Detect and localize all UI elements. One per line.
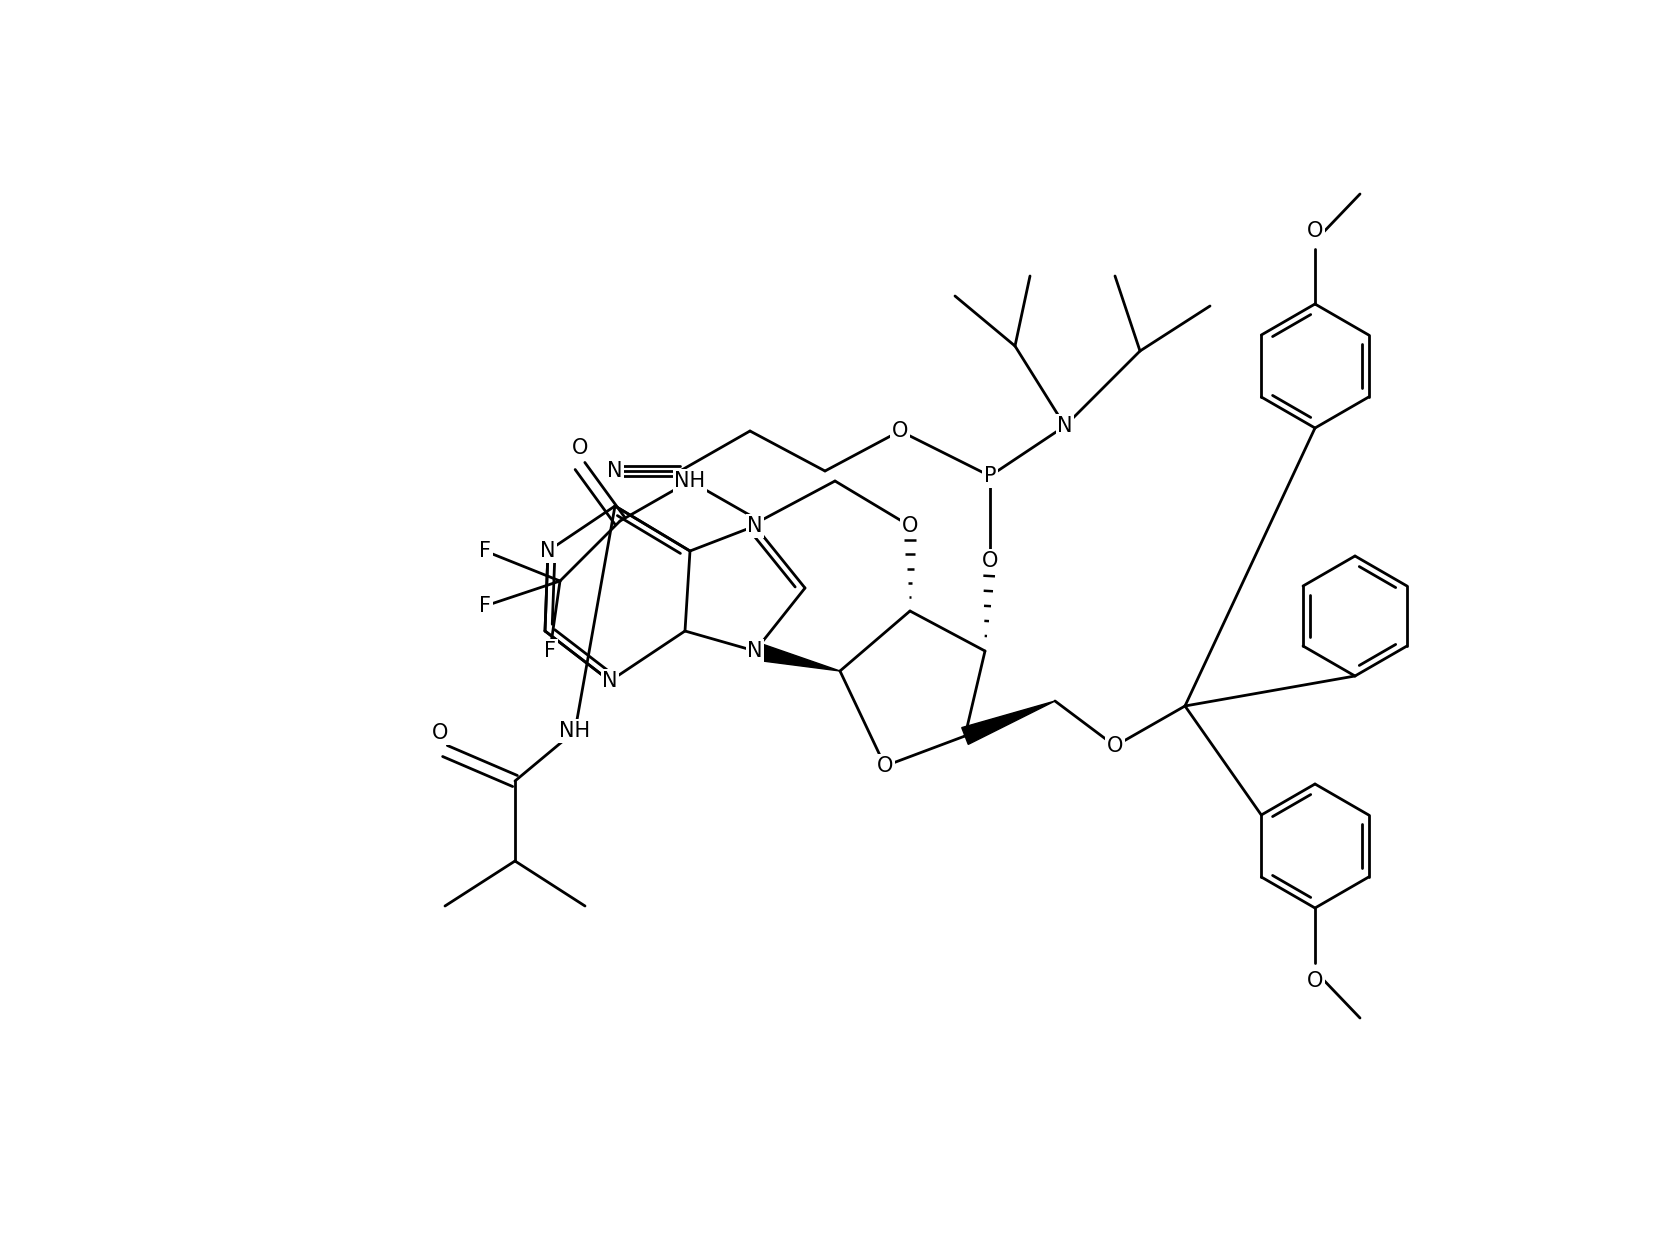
Text: NH: NH [559,721,591,742]
Text: N: N [608,461,623,481]
Text: N: N [603,671,618,691]
Text: O: O [877,756,893,776]
Text: O: O [982,551,999,571]
Text: O: O [1308,221,1323,241]
Text: P: P [984,466,997,486]
Text: F: F [479,541,491,561]
Text: O: O [902,515,919,536]
Text: O: O [1308,971,1323,991]
Text: N: N [746,515,763,536]
Text: O: O [1107,735,1124,756]
Text: N: N [746,641,763,661]
Text: NH: NH [675,471,705,491]
Text: F: F [544,641,556,661]
Polygon shape [753,643,840,671]
Text: F: F [479,596,491,616]
Text: N: N [541,541,556,561]
Text: O: O [571,438,588,459]
Text: N: N [1057,417,1072,436]
Text: O: O [892,421,908,441]
Text: O: O [433,723,448,743]
Polygon shape [962,701,1055,744]
